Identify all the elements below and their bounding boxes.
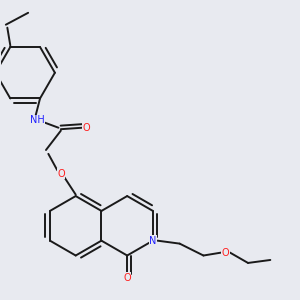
Text: O: O [57, 169, 64, 179]
Text: O: O [82, 123, 90, 133]
Text: O: O [222, 248, 230, 257]
Text: NH: NH [30, 115, 44, 125]
Text: N: N [149, 236, 157, 246]
Text: O: O [123, 273, 131, 283]
